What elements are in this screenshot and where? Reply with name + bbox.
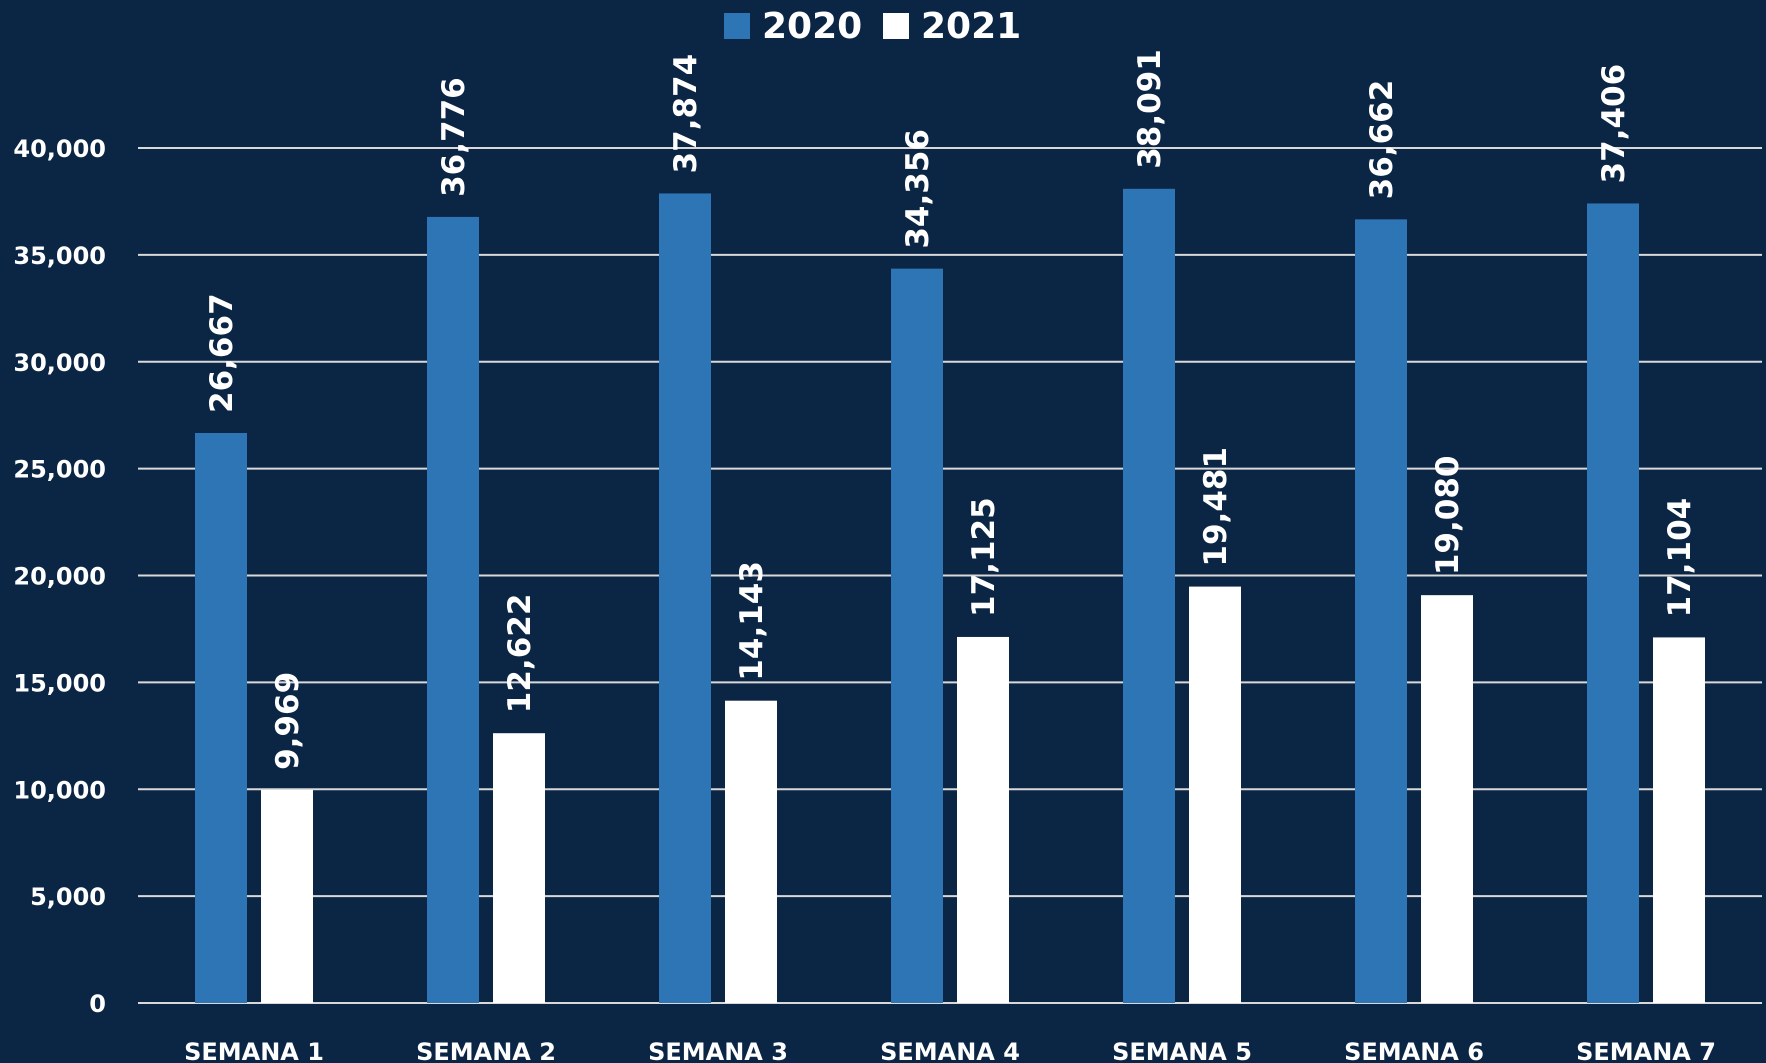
data-label-2020-7: 37,406 <box>1596 64 1632 184</box>
data-label-2020-5: 38,091 <box>1132 49 1168 169</box>
data-label-2020-2: 36,776 <box>436 77 472 197</box>
data-label-2021-6: 19,080 <box>1430 456 1466 576</box>
x-category-label: SEMANA 7 <box>1576 1038 1716 1063</box>
legend: 2020 2021 <box>724 6 1021 47</box>
bar-2021-4 <box>957 636 1009 1003</box>
bar-2020-4 <box>891 268 943 1003</box>
legend-label-2020: 2020 <box>762 6 862 47</box>
y-tick-label: 5,000 <box>30 883 106 911</box>
y-tick-label: 10,000 <box>13 776 106 804</box>
y-tick-label: 20,000 <box>13 563 106 591</box>
bar-2021-2 <box>493 733 545 1003</box>
data-labels: 26,667 36,776 37,874 34,356 38,091 36,662 37,4… <box>204 49 1698 770</box>
data-label-2020-1: 26,667 <box>204 293 240 413</box>
bar-2021-7 <box>1653 637 1705 1003</box>
data-label-2021-2: 12,622 <box>502 594 538 714</box>
bar-2020-7 <box>1587 203 1639 1003</box>
data-label-2020-3: 37,874 <box>668 54 704 174</box>
x-category-label: SEMANA 3 <box>648 1038 788 1063</box>
y-tick-label: 0 <box>89 990 106 1018</box>
data-label-2021-1: 9,969 <box>270 672 306 770</box>
bars <box>195 188 1705 1004</box>
bar-2021-3 <box>725 700 777 1003</box>
bar-2021-5 <box>1189 586 1241 1003</box>
x-category-label: SEMANA 2 <box>416 1038 556 1063</box>
bar-2021-1 <box>261 789 313 1003</box>
legend-label-2021: 2021 <box>921 6 1021 47</box>
x-category-label: SEMANA 1 <box>184 1038 324 1063</box>
x-category-label: SEMANA 6 <box>1344 1038 1484 1063</box>
bar-2020-3 <box>659 193 711 1004</box>
data-label-2021-5: 19,481 <box>1198 447 1234 567</box>
gridlines <box>138 147 1762 1004</box>
bar-2021-6 <box>1421 595 1473 1003</box>
y-tick-label: 35,000 <box>13 242 106 270</box>
y-tick-label: 25,000 <box>13 456 106 484</box>
y-tick-label: 40,000 <box>13 135 106 163</box>
data-label-2021-4: 17,125 <box>966 497 1002 617</box>
x-axis: SEMANA 1 SEMANA 2 SEMANA 3 SEMANA 4 SEMANA 5… <box>184 1038 1716 1063</box>
legend-swatch-2020 <box>724 13 750 39</box>
data-label-2021-7: 17,104 <box>1662 498 1698 618</box>
data-label-2021-3: 14,143 <box>734 561 770 681</box>
bar-2020-6 <box>1355 219 1407 1004</box>
bar-2020-1 <box>195 432 247 1003</box>
y-tick-label: 15,000 <box>13 669 106 697</box>
x-category-label: SEMANA 5 <box>1112 1038 1252 1063</box>
bar-2020-5 <box>1123 188 1175 1003</box>
data-label-2020-4: 34,356 <box>900 129 936 249</box>
y-axis: 0 5,000 10,000 15,000 20,000 25,000 30,000 35,0… <box>13 135 106 1018</box>
legend-swatch-2021 <box>883 13 909 39</box>
data-label-2020-6: 36,662 <box>1364 80 1400 200</box>
bar-2020-2 <box>427 216 479 1004</box>
x-category-label: SEMANA 4 <box>880 1038 1020 1063</box>
y-tick-label: 30,000 <box>13 349 106 377</box>
